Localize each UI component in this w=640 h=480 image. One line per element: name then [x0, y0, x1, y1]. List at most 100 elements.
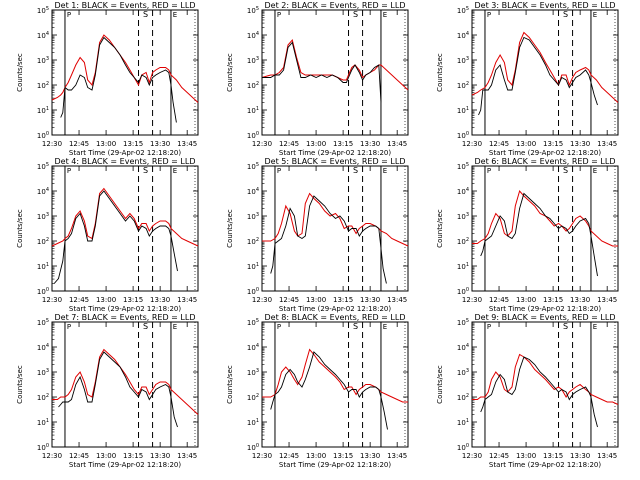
- events-series-line: [478, 36, 598, 116]
- x-axis-label: Start Time (29-Apr-02 12:18:20): [489, 149, 601, 157]
- marker-label-s: S: [143, 322, 148, 331]
- y-axis-label: Counts/sec: [226, 209, 234, 248]
- x-tick-label: 12:30: [42, 296, 62, 304]
- x-tick-label: 13:30: [570, 452, 590, 460]
- y-tick-label: 102: [457, 237, 469, 246]
- lld-series-line: [261, 38, 409, 91]
- x-axis-label: Start Time (29-Apr-02 12:18:20): [279, 305, 391, 313]
- lld-series-line: [52, 348, 199, 415]
- detector-panel: 100 101 102 103 104 105 12:30 12:45 13:00 13:15 13…: [226, 313, 409, 469]
- marker-label-p: P: [277, 167, 281, 175]
- detector-panel: 100 101 102 103 104 105 12:30 12:45 13:00 13:15 13…: [436, 157, 619, 313]
- marker-label-s: S: [563, 166, 568, 175]
- marker-label-e: E: [593, 323, 597, 331]
- x-tick-label: 12:45: [279, 296, 299, 304]
- detector-panel: 100 101 102 103 104 105 12:30 12:45 13:00 13:15 13…: [16, 1, 199, 157]
- x-tick-label: 12:30: [42, 140, 62, 148]
- y-tick-label: 104: [247, 343, 259, 352]
- marker-label-s: S: [563, 10, 568, 19]
- y-tick-label: 104: [247, 187, 259, 196]
- x-tick-label: 13:15: [543, 296, 563, 304]
- x-tick-label: 12:30: [252, 452, 272, 460]
- plot-frame: [471, 321, 619, 448]
- detector-panel: 100 101 102 103 104 105 12:30 12:45 13:00 13:15 13…: [16, 157, 199, 313]
- x-tick-label: 13:00: [306, 296, 326, 304]
- y-axis-label: Counts/sec: [436, 209, 444, 248]
- x-tick-label: 13:45: [597, 296, 617, 304]
- events-series-line: [480, 356, 598, 428]
- y-tick-label: 105: [457, 162, 469, 171]
- x-tick-label: 13:00: [306, 140, 326, 148]
- x-axis-label: Start Time (29-Apr-02 12:18:20): [489, 305, 601, 313]
- marker-label-s: S: [353, 322, 358, 331]
- marker-label-e: E: [173, 323, 177, 331]
- y-tick-label: 104: [457, 31, 469, 40]
- x-tick-label: 13:45: [597, 452, 617, 460]
- plot-frame: [471, 9, 619, 136]
- y-tick-label: 103: [37, 212, 49, 221]
- x-tick-label: 12:30: [252, 140, 272, 148]
- marker-label-p: P: [487, 167, 491, 175]
- y-tick-label: 104: [37, 187, 49, 196]
- y-tick-label: 102: [247, 393, 259, 402]
- plot-frame: [471, 165, 619, 292]
- events-series-line: [270, 195, 387, 284]
- x-tick-label: 13:45: [597, 140, 617, 148]
- plot-frame: [261, 321, 409, 448]
- x-tick-label: 13:30: [360, 140, 380, 148]
- events-series-line: [53, 190, 178, 284]
- y-tick-label: 101: [37, 418, 49, 427]
- x-axis-label: Start Time (29-Apr-02 12:18:20): [69, 461, 181, 469]
- y-tick-label: 100: [37, 131, 49, 140]
- y-axis-label: Counts/sec: [226, 365, 234, 404]
- events-series-line: [270, 351, 388, 430]
- x-tick-label: 13:45: [177, 296, 197, 304]
- y-axis-label: Counts/sec: [436, 365, 444, 404]
- y-tick-label: 105: [37, 162, 49, 171]
- panel-title: Det 5: BLACK = Events, RED = LLD: [265, 157, 406, 166]
- x-tick-label: 13:30: [150, 140, 170, 148]
- x-tick-label: 13:00: [516, 140, 536, 148]
- x-tick-label: 12:45: [279, 452, 299, 460]
- detector-panel: 100 101 102 103 104 105 12:30 12:45 13:00 13:15 13…: [16, 313, 199, 469]
- y-tick-label: 101: [247, 106, 259, 115]
- y-tick-label: 100: [457, 131, 469, 140]
- y-tick-label: 105: [247, 318, 259, 327]
- detector-panel: 100 101 102 103 104 105 12:30 12:45 13:00 13:15 13…: [226, 1, 409, 157]
- marker-label-e: E: [173, 167, 177, 175]
- plot-frame: [51, 321, 199, 448]
- panel-title: Det 6: BLACK = Events, RED = LLD: [475, 157, 616, 166]
- detector-panel: 100 101 102 103 104 105 12:30 12:45 13:00 13:15 13…: [436, 1, 619, 157]
- plot-frame: [261, 9, 409, 136]
- y-tick-label: 105: [457, 6, 469, 15]
- x-tick-label: 12:45: [69, 452, 89, 460]
- detector-panel: 100 101 102 103 104 105 12:30 12:45 13:00 13:15 13…: [436, 313, 619, 469]
- x-tick-label: 12:45: [69, 296, 89, 304]
- y-tick-label: 104: [457, 187, 469, 196]
- x-tick-label: 13:45: [387, 452, 407, 460]
- x-tick-label: 13:15: [333, 296, 353, 304]
- x-tick-label: 13:30: [150, 452, 170, 460]
- y-tick-label: 103: [247, 212, 259, 221]
- x-tick-label: 12:45: [489, 140, 509, 148]
- y-tick-label: 103: [37, 368, 49, 377]
- marker-label-p: P: [67, 323, 71, 331]
- lld-series-line: [472, 189, 618, 247]
- x-tick-label: 13:45: [387, 140, 407, 148]
- panel-title: Det 3: BLACK = Events, RED = LLD: [475, 1, 616, 10]
- x-tick-label: 13:00: [306, 452, 326, 460]
- plot-frame: [51, 9, 199, 136]
- y-tick-label: 104: [37, 31, 49, 40]
- x-tick-label: 13:45: [177, 140, 197, 148]
- y-tick-label: 103: [247, 368, 259, 377]
- y-tick-label: 102: [37, 81, 49, 90]
- x-tick-label: 13:15: [543, 140, 563, 148]
- y-tick-label: 101: [37, 106, 49, 115]
- marker-label-s: S: [563, 322, 568, 331]
- x-tick-label: 13:00: [516, 296, 536, 304]
- y-tick-label: 101: [247, 262, 259, 271]
- x-tick-label: 13:30: [150, 296, 170, 304]
- panel-title: Det 1: BLACK = Events, RED = LLD: [55, 1, 196, 10]
- x-tick-label: 13:30: [360, 296, 380, 304]
